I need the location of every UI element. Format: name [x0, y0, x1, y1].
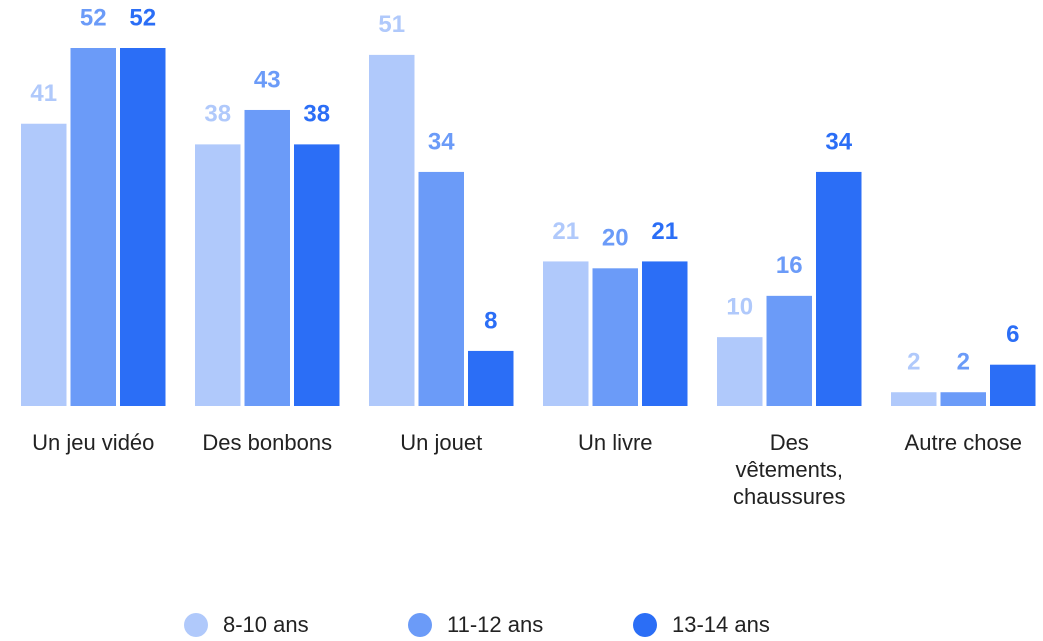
bar [766, 295, 812, 406]
bar [543, 261, 589, 406]
category-label: Autre chose [904, 430, 1022, 455]
bar [468, 350, 514, 406]
value-label: 2 [907, 349, 920, 376]
bar [891, 392, 937, 406]
value-label: 51 [378, 11, 405, 38]
legend-label: 8-10 ans [223, 612, 309, 637]
bar [244, 109, 290, 406]
bar [816, 171, 862, 406]
value-label: 41 [30, 80, 57, 107]
bar [592, 268, 638, 406]
bar [21, 123, 67, 406]
value-label: 21 [552, 218, 579, 245]
value-label: 34 [825, 128, 852, 155]
bar [940, 392, 986, 406]
category-label: Des vêtements, chaussures [732, 430, 846, 509]
value-label: 16 [776, 252, 803, 279]
category-label: Un jouet [400, 430, 483, 455]
bar [70, 48, 116, 406]
value-label: 2 [957, 349, 970, 376]
bar [990, 364, 1036, 406]
category-label: Des bonbons [202, 430, 333, 455]
bar [717, 337, 763, 406]
bar [418, 171, 464, 406]
value-label: 38 [303, 101, 330, 128]
legend-label: 13-14 ans [672, 612, 770, 637]
value-label: 8 [484, 307, 497, 334]
category-label: Un livre [577, 430, 653, 455]
legend-marker [408, 613, 432, 637]
value-label: 20 [602, 225, 629, 252]
bar [642, 261, 688, 406]
value-label: 6 [1006, 321, 1019, 348]
legend-label: 11-12 ans [447, 612, 543, 637]
value-label: 52 [129, 4, 156, 31]
value-label: 10 [726, 293, 753, 320]
legend-marker [184, 613, 208, 637]
legend-marker [633, 613, 657, 637]
bar [120, 48, 166, 406]
value-label: 34 [428, 128, 455, 155]
value-label: 52 [80, 4, 107, 31]
value-label: 21 [651, 218, 678, 245]
value-label: 38 [204, 101, 231, 128]
value-label: 43 [254, 66, 281, 93]
bar [294, 144, 340, 406]
bar [195, 144, 241, 406]
bar [369, 54, 415, 407]
category-label: Un jeu vidéo [32, 430, 155, 455]
